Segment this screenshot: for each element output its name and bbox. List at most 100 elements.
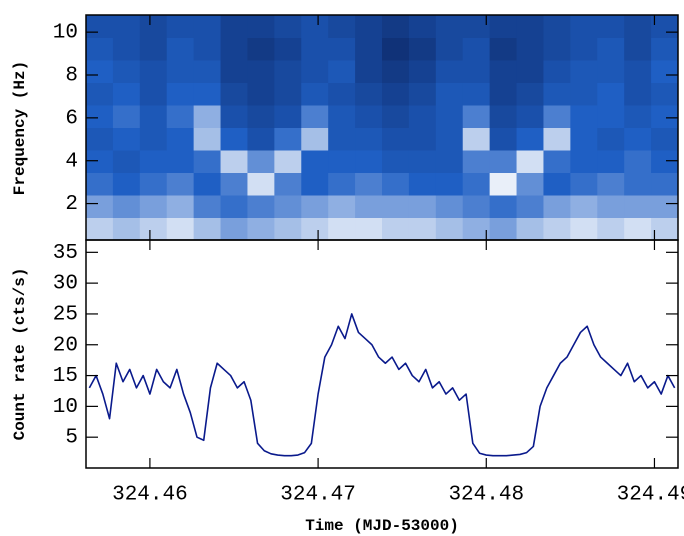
heatmap-cell bbox=[624, 150, 652, 173]
y-tick-label: 15 bbox=[53, 365, 78, 388]
heatmap-cell bbox=[543, 82, 571, 106]
heatmap-cell bbox=[166, 37, 195, 61]
heatmap-cell bbox=[220, 150, 248, 173]
heatmap-cell bbox=[247, 105, 275, 128]
heatmap-cell bbox=[328, 195, 356, 218]
heatmap-cell bbox=[166, 105, 195, 128]
heatmap-cell bbox=[355, 127, 383, 151]
y-tick-label: 4 bbox=[65, 150, 78, 173]
heatmap-cell bbox=[651, 60, 679, 83]
heatmap-cell bbox=[328, 60, 356, 83]
heatmap-cell bbox=[489, 37, 518, 61]
heatmap-cell bbox=[570, 217, 598, 241]
heatmap-cell bbox=[382, 172, 410, 196]
x-tick-label: 324.47 bbox=[280, 484, 356, 507]
heatmap-cell bbox=[435, 195, 464, 218]
heatmap-cell bbox=[193, 105, 222, 128]
heatmap-cell bbox=[435, 127, 464, 151]
x-axis-label: Time (MJD-53000) bbox=[305, 517, 459, 535]
panel-frame bbox=[85, 239, 679, 469]
heatmap-cell bbox=[408, 127, 437, 151]
heatmap-cell bbox=[597, 105, 625, 128]
x-tick-label: 324.48 bbox=[448, 484, 524, 507]
heatmap-cell bbox=[462, 217, 491, 241]
heatmap-cell bbox=[651, 195, 679, 218]
heatmap-cell bbox=[435, 217, 464, 241]
heatmap-cell bbox=[220, 105, 248, 128]
heatmap-cell bbox=[166, 217, 195, 241]
heatmap-cell bbox=[516, 150, 544, 173]
heatmap-cell bbox=[139, 217, 168, 241]
heatmap-cell bbox=[193, 60, 222, 83]
heatmap-cell bbox=[355, 15, 383, 38]
heatmap-cell bbox=[355, 172, 383, 196]
heatmap-cell bbox=[328, 105, 356, 128]
x-tick-label: 324.49 bbox=[617, 484, 684, 507]
heatmap-cell bbox=[382, 82, 410, 106]
heatmap-cell bbox=[543, 217, 571, 241]
heatmap-cell bbox=[247, 60, 275, 83]
heatmap-cell bbox=[193, 82, 222, 106]
heatmap-cell bbox=[570, 150, 598, 173]
heatmap-cell bbox=[570, 37, 598, 61]
y-tick-label: 25 bbox=[53, 303, 78, 326]
heatmap-cell bbox=[570, 60, 598, 83]
heatmap-cell bbox=[435, 60, 464, 83]
heatmap-cell bbox=[220, 127, 248, 151]
heatmap-cell bbox=[597, 217, 625, 241]
heatmap-cell bbox=[435, 82, 464, 106]
y-tick-label: 30 bbox=[53, 273, 78, 296]
heatmap-cell bbox=[86, 105, 114, 128]
heatmap-cell bbox=[462, 127, 491, 151]
heatmap-cell bbox=[382, 217, 410, 241]
heatmap-cell bbox=[139, 37, 168, 61]
heatmap-cell bbox=[516, 60, 544, 83]
heatmap-cell bbox=[382, 195, 410, 218]
heatmap-cell bbox=[651, 217, 679, 241]
heatmap-cell bbox=[355, 150, 383, 173]
heatmap-cell bbox=[516, 105, 544, 128]
heatmap-cell bbox=[489, 15, 518, 38]
x-tick-label: 324.46 bbox=[112, 484, 188, 507]
heatmap-cell bbox=[112, 105, 141, 128]
heatmap-cell bbox=[139, 150, 168, 173]
heatmap-cell bbox=[139, 127, 168, 151]
heatmap-cell bbox=[570, 82, 598, 106]
heatmap-cell bbox=[624, 127, 652, 151]
heatmap-cell bbox=[193, 217, 222, 241]
heatmap-cell bbox=[220, 217, 248, 241]
heatmap-cell bbox=[86, 195, 114, 218]
heatmap-cell bbox=[86, 82, 114, 106]
heatmap-cell bbox=[301, 15, 329, 38]
heatmap-cell bbox=[328, 172, 356, 196]
heatmap-cell bbox=[274, 37, 302, 61]
heatmap-cell bbox=[408, 217, 437, 241]
heatmap-cell bbox=[489, 127, 518, 151]
heatmap-cell bbox=[462, 15, 491, 38]
heatmap-cell bbox=[408, 172, 437, 196]
heatmap-cell bbox=[247, 82, 275, 106]
heatmap-cell bbox=[301, 172, 329, 196]
heatmap-cell bbox=[112, 60, 141, 83]
heatmap-cell bbox=[489, 172, 518, 196]
heatmap-cell bbox=[274, 105, 302, 128]
heatmap-cell bbox=[597, 127, 625, 151]
heatmap-cell bbox=[624, 60, 652, 83]
heatmap-cell bbox=[570, 15, 598, 38]
heatmap-cell bbox=[382, 60, 410, 83]
heatmap-cell bbox=[86, 150, 114, 173]
heatmap-cell bbox=[382, 150, 410, 173]
heatmap-cell bbox=[516, 217, 544, 241]
heatmap-cell bbox=[570, 195, 598, 218]
heatmap-cell bbox=[247, 195, 275, 218]
heatmap-cell bbox=[247, 15, 275, 38]
heatmap-cell bbox=[462, 195, 491, 218]
heatmap-cell bbox=[328, 82, 356, 106]
heatmap-cell bbox=[462, 82, 491, 106]
heatmap-cell bbox=[624, 15, 652, 38]
y-tick-label: 5 bbox=[65, 427, 78, 450]
heatmap-cell bbox=[597, 150, 625, 173]
heatmap-cell bbox=[355, 60, 383, 83]
heatmap-cell bbox=[543, 60, 571, 83]
